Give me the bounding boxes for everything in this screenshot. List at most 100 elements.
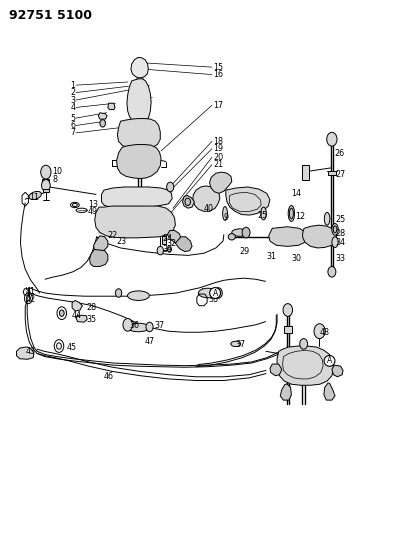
Bar [42, 179, 50, 183]
Circle shape [283, 304, 292, 317]
Polygon shape [168, 230, 181, 243]
Text: 36: 36 [130, 321, 140, 330]
Text: 27: 27 [336, 170, 346, 179]
Polygon shape [72, 301, 82, 311]
Text: 44: 44 [72, 311, 82, 320]
Circle shape [146, 322, 153, 332]
Polygon shape [98, 113, 107, 119]
Circle shape [328, 266, 336, 277]
Text: 7: 7 [70, 128, 75, 138]
Text: 45: 45 [67, 343, 77, 352]
Text: 39: 39 [162, 245, 172, 254]
Bar [284, 326, 292, 333]
Circle shape [214, 288, 222, 298]
Ellipse shape [289, 208, 293, 219]
Ellipse shape [284, 233, 291, 240]
Circle shape [41, 165, 51, 179]
Text: 5: 5 [70, 114, 75, 123]
Text: 47: 47 [144, 337, 154, 346]
Text: 46: 46 [104, 372, 114, 381]
Circle shape [42, 180, 50, 191]
Polygon shape [193, 186, 220, 212]
Text: 21: 21 [214, 160, 224, 169]
Polygon shape [16, 347, 34, 359]
Text: 12: 12 [295, 212, 306, 221]
Polygon shape [324, 383, 335, 400]
Circle shape [242, 227, 250, 238]
Text: 25: 25 [335, 215, 345, 224]
Circle shape [59, 310, 64, 317]
Polygon shape [182, 196, 194, 208]
Bar [162, 236, 166, 244]
Text: 37: 37 [236, 340, 246, 349]
Text: 9: 9 [223, 213, 228, 222]
Ellipse shape [333, 226, 337, 233]
Text: 28: 28 [87, 303, 97, 312]
Text: 35: 35 [87, 315, 97, 324]
Polygon shape [280, 384, 291, 400]
Text: 40: 40 [203, 204, 213, 213]
Polygon shape [175, 237, 192, 252]
Polygon shape [277, 346, 334, 385]
Ellipse shape [198, 288, 218, 298]
Polygon shape [116, 144, 161, 179]
Text: 23: 23 [116, 237, 127, 246]
Ellipse shape [288, 206, 294, 221]
Text: 38: 38 [208, 295, 218, 304]
Polygon shape [210, 172, 232, 193]
Ellipse shape [29, 191, 41, 199]
Text: A: A [212, 288, 218, 297]
Polygon shape [127, 79, 151, 123]
Text: 19: 19 [214, 144, 224, 154]
Bar [302, 165, 309, 180]
Polygon shape [269, 227, 307, 246]
Bar [328, 171, 336, 175]
Text: 43: 43 [26, 347, 36, 356]
Polygon shape [90, 249, 108, 266]
Text: 92751 5100: 92751 5100 [9, 10, 92, 22]
Polygon shape [302, 225, 337, 248]
Ellipse shape [128, 291, 149, 301]
Text: 2: 2 [70, 88, 75, 97]
Polygon shape [95, 206, 175, 238]
Text: 33: 33 [336, 254, 346, 263]
Text: A: A [327, 357, 332, 366]
Circle shape [26, 296, 30, 301]
Circle shape [168, 247, 172, 252]
Text: 30: 30 [291, 254, 301, 263]
Ellipse shape [232, 229, 248, 236]
Polygon shape [94, 236, 108, 252]
Text: 34: 34 [336, 238, 346, 247]
Polygon shape [108, 103, 115, 110]
Polygon shape [332, 365, 343, 377]
Bar [43, 189, 50, 192]
Text: 42: 42 [26, 295, 36, 304]
Text: 25: 25 [258, 211, 268, 220]
Circle shape [314, 324, 325, 338]
Polygon shape [117, 118, 160, 149]
Ellipse shape [223, 207, 228, 220]
Ellipse shape [231, 341, 241, 346]
Circle shape [115, 289, 122, 297]
Text: 20: 20 [214, 153, 224, 162]
Text: 41: 41 [26, 287, 36, 296]
Text: 11: 11 [29, 193, 39, 202]
Text: 26: 26 [334, 149, 344, 158]
Text: 32: 32 [166, 239, 176, 248]
Polygon shape [76, 316, 87, 322]
Polygon shape [226, 187, 270, 215]
Text: 3: 3 [70, 95, 75, 104]
Text: 17: 17 [214, 101, 224, 110]
Ellipse shape [261, 207, 266, 220]
Text: 48: 48 [319, 328, 329, 337]
Circle shape [157, 246, 164, 255]
Text: 18: 18 [214, 137, 224, 146]
Polygon shape [102, 187, 172, 208]
Text: 1: 1 [70, 80, 75, 90]
Text: 8: 8 [52, 174, 57, 183]
Circle shape [300, 338, 308, 349]
Ellipse shape [228, 233, 235, 240]
Text: 31: 31 [267, 253, 277, 262]
Text: 10: 10 [52, 166, 62, 175]
Circle shape [167, 182, 174, 192]
